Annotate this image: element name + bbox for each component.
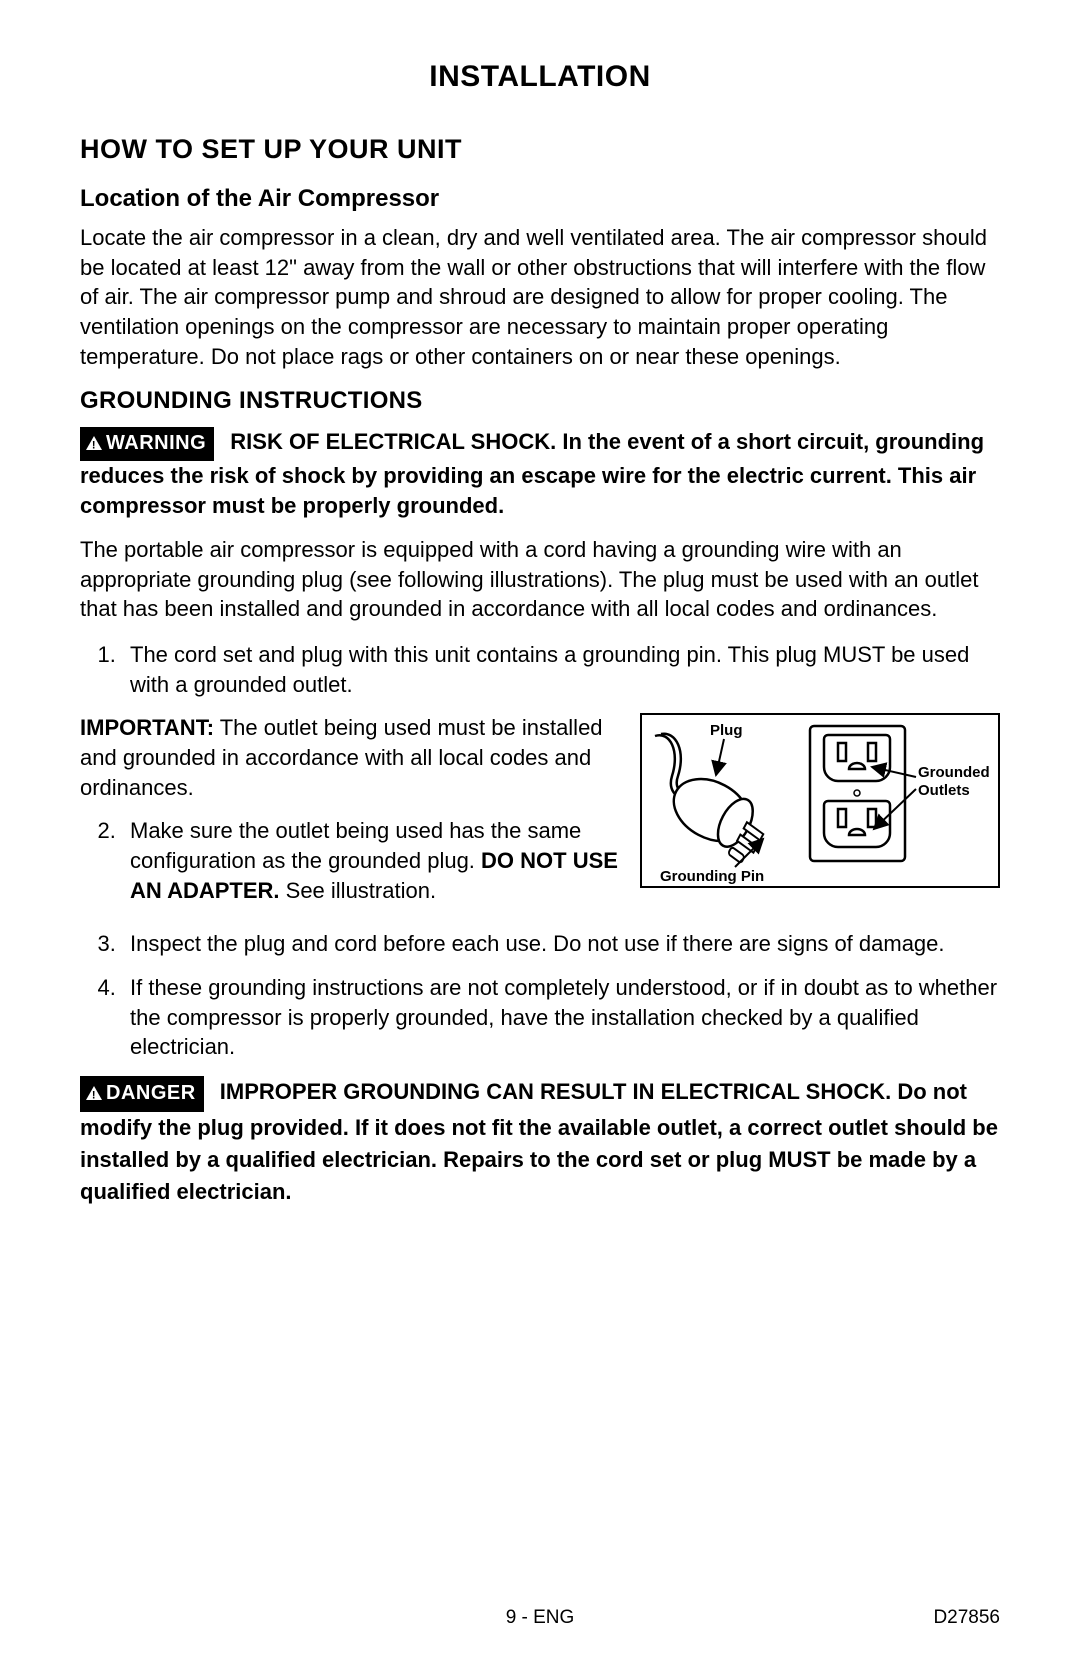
danger-lead: IMPROPER GROUNDING CAN RESULT IN ELECTRI…	[220, 1079, 891, 1104]
warning-block: ! WARNING RISK OF ELECTRICAL SHOCK. In t…	[80, 427, 1000, 520]
outlet-plate-icon	[810, 726, 905, 861]
outlet-top-icon	[824, 735, 890, 781]
svg-text:!: !	[92, 440, 96, 451]
important-block: IMPORTANT: The outlet being used must be…	[80, 713, 624, 802]
step-3: Inspect the plug and cord before each us…	[122, 929, 1000, 959]
plug-outlet-diagram: Plug Grounding Pin Grounded Outlets	[640, 713, 1000, 888]
diagram-label-grounding-pin: Grounding Pin	[660, 868, 764, 884]
diagram-label-plug: Plug	[710, 722, 743, 739]
grounding-steps-2: Make sure the outlet being used has the …	[80, 816, 624, 905]
important-label: IMPORTANT:	[80, 715, 214, 740]
diagram-label-grounded-l1: Grounded	[918, 764, 990, 781]
warning-badge-label: WARNING	[106, 432, 206, 454]
setup-heading: HOW TO SET UP YOUR UNIT	[80, 134, 1000, 165]
danger-block: ! DANGER IMPROPER GROUNDING CAN RESULT I…	[80, 1076, 1000, 1208]
warning-triangle-icon: !	[86, 431, 102, 458]
page-footer: 9 - ENG D27856	[80, 1607, 1000, 1629]
location-body: Locate the air compressor in a clean, dr…	[80, 223, 1000, 371]
grounding-body: The portable air compressor is equipped …	[80, 535, 1000, 624]
location-heading: Location of the Air Compressor	[80, 185, 1000, 213]
footer-doc-id: D27856	[933, 1607, 1000, 1629]
step-2-b: See illustration.	[280, 878, 437, 903]
step-4: If these grounding instructions are not …	[122, 973, 1000, 1062]
svg-text:!: !	[92, 1090, 96, 1101]
danger-triangle-icon: !	[86, 1080, 102, 1109]
step-2: Make sure the outlet being used has the …	[122, 816, 624, 905]
grounding-heading: GROUNDING INSTRUCTIONS	[80, 387, 1000, 415]
warning-badge: ! WARNING	[80, 427, 214, 461]
grounding-steps: The cord set and plug with this unit con…	[80, 640, 1000, 699]
warning-lead: RISK OF ELECTRICAL SHOCK.	[230, 429, 556, 454]
grounding-steps-3: Inspect the plug and cord before each us…	[80, 929, 1000, 1062]
danger-badge-label: DANGER	[106, 1082, 196, 1104]
step-1: The cord set and plug with this unit con…	[122, 640, 1000, 699]
page-title: INSTALLATION	[80, 60, 1000, 94]
diagram-label-grounded-l2: Outlets	[918, 782, 970, 799]
danger-badge: ! DANGER	[80, 1076, 204, 1112]
footer-page-number: 9 - ENG	[506, 1607, 575, 1629]
